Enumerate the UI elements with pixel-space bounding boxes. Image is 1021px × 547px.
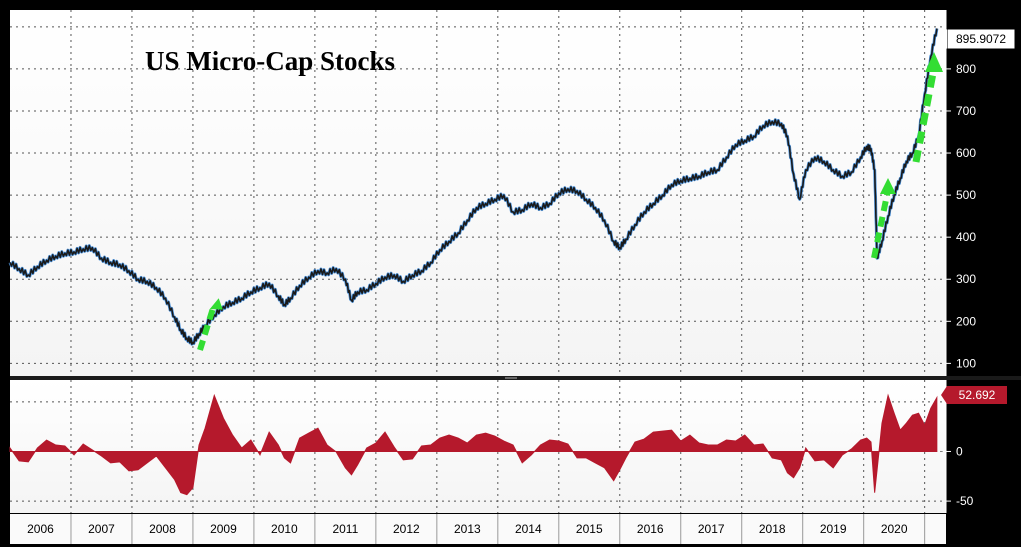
- green-arrow-2009: [197, 298, 223, 351]
- x-axis-strip: [10, 514, 946, 544]
- chart-title: US Micro-Cap Stocks: [145, 46, 395, 76]
- x-tick-label: 2015: [576, 522, 603, 536]
- x-tick-label: 2010: [271, 522, 298, 536]
- green-arrow-2020-rally: [912, 52, 943, 163]
- x-tick-label: 2020: [881, 522, 908, 536]
- x-tick-label: 2006: [27, 522, 54, 536]
- x-tick-label: 2007: [88, 522, 115, 536]
- last-value-label-main: 895.9072: [941, 28, 1016, 50]
- x-tick-label: 2013: [454, 522, 481, 536]
- main-series: [8, 28, 939, 346]
- right-axis-panel: [946, 10, 1021, 544]
- grid-layer: [10, 10, 946, 513]
- annotation-arrows: [197, 52, 943, 351]
- y-tick-label: 800: [956, 62, 976, 76]
- axis-layer: 2006 2007 2008 2009 2010 2011 2012 2013 2014 2015…: [27, 10, 976, 544]
- y-tick-label-osc: 0: [956, 444, 963, 458]
- y-tick-label: 200: [956, 314, 976, 328]
- y-tick-label: 500: [956, 188, 976, 202]
- x-tick-label: 2009: [210, 522, 237, 536]
- y-tick-label: 700: [956, 104, 976, 118]
- oscillator-area: [9, 393, 938, 496]
- oscillator-series: [9, 393, 938, 496]
- y-tick-label: 600: [956, 146, 976, 160]
- x-tick-label: 2014: [515, 522, 542, 536]
- y-tick-label: 300: [956, 272, 976, 286]
- main-plot-area: [10, 10, 946, 376]
- y-tick-label: 400: [956, 230, 976, 244]
- x-tick-label: 2008: [149, 522, 176, 536]
- x-tick-label: 2011: [332, 522, 358, 536]
- last-value-text-main: 895.9072: [956, 32, 1006, 46]
- green-arrow-2020-recovery: [871, 178, 896, 259]
- y-tick-label: 100: [956, 356, 976, 370]
- x-tick-label: 2019: [820, 522, 847, 536]
- separator-handle[interactable]: [505, 377, 517, 379]
- last-value-text-osc: 52.692: [959, 388, 996, 402]
- y-tick-label-osc: -50: [956, 494, 974, 508]
- x-tick-label: 2016: [637, 522, 664, 536]
- main-series-line: [9, 28, 938, 345]
- x-tick-label: 2018: [759, 522, 786, 536]
- x-tick-label: 2012: [393, 522, 420, 536]
- x-tick-label: 2017: [698, 522, 725, 536]
- last-value-label-osc: 52.692: [941, 386, 1007, 404]
